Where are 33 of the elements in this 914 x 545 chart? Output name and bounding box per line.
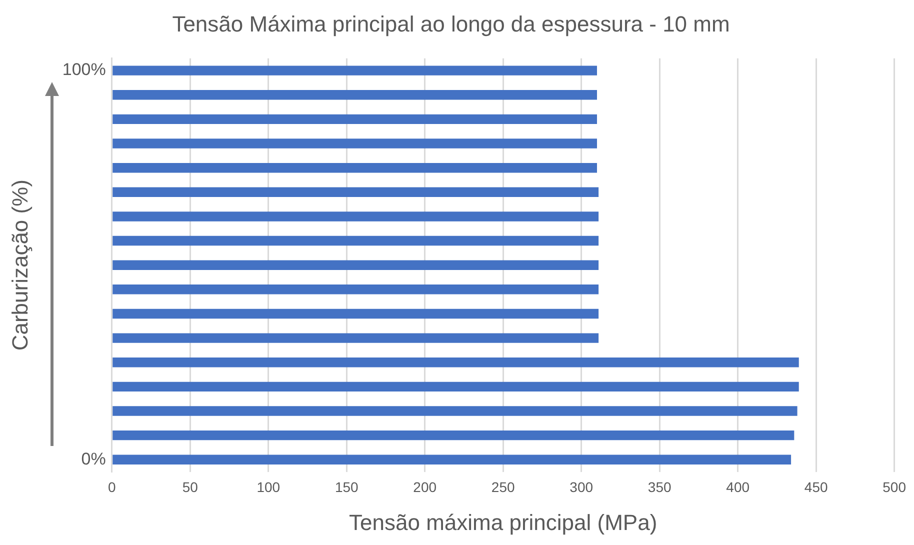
bar (112, 454, 792, 465)
bar (112, 236, 599, 246)
x-tick-label: 300 (570, 479, 594, 496)
bar (112, 284, 599, 294)
x-axis-title: Tensão máxima principal (MPa) (349, 510, 658, 535)
x-tick-label: 50 (182, 479, 198, 496)
bar (112, 212, 599, 222)
bar (112, 138, 597, 148)
bar (112, 406, 798, 416)
x-tick-label: 350 (648, 479, 672, 496)
y-tick-label: 100% (62, 60, 106, 80)
bar (112, 430, 794, 440)
x-tick-label: 150 (334, 479, 359, 496)
x-tick-label: 450 (804, 479, 828, 496)
x-tick-label: 0 (108, 479, 116, 496)
x-tick-label: 100 (256, 479, 280, 496)
bar (112, 358, 799, 368)
bar (112, 187, 599, 198)
y-axis-title: Carburização (%) (7, 180, 32, 351)
x-tick-label: 200 (413, 479, 437, 496)
bar (112, 382, 799, 392)
bar (112, 308, 599, 319)
chart-title: Tensão Máxima principal ao longo da espessura - 10 mm (172, 11, 730, 36)
bar (112, 90, 597, 100)
bar (112, 162, 597, 173)
y-tick-label: 0% (81, 449, 106, 468)
x-tick-label: 500 (882, 479, 906, 496)
bar (112, 66, 597, 76)
bar (112, 260, 599, 270)
x-tick-label: 400 (726, 479, 750, 496)
bar (112, 333, 599, 343)
bar (112, 114, 597, 124)
x-tick-label: 250 (491, 479, 515, 496)
